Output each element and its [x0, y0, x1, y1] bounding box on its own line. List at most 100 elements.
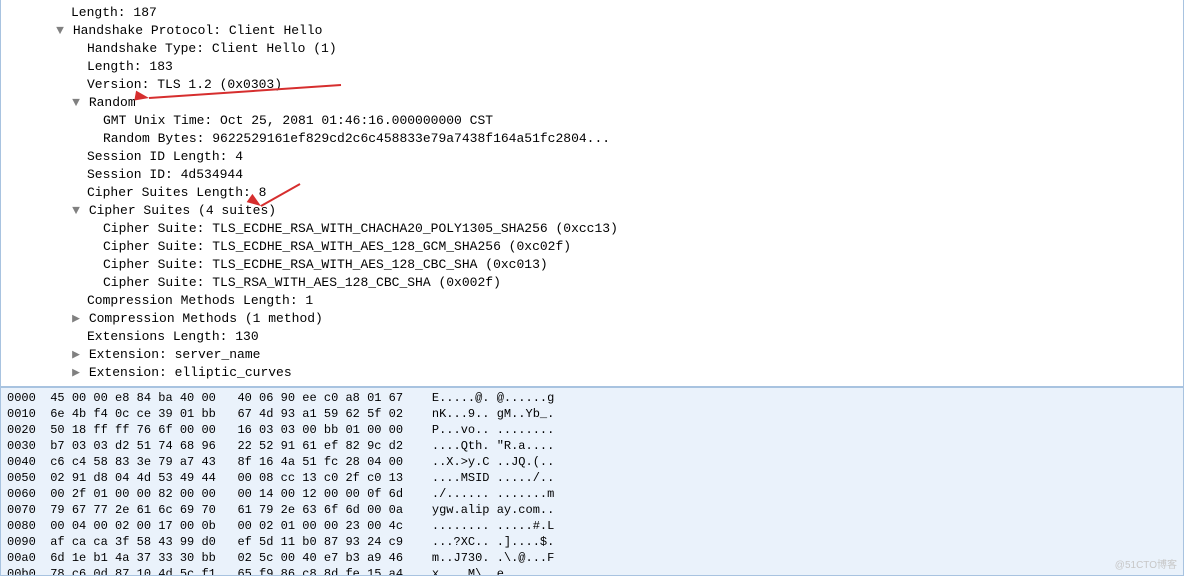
tree-row[interactable]: Length: 183 [1, 58, 1183, 76]
field-handshake-type: Handshake Type: Client Hello (1) [87, 41, 337, 56]
hex-bytes: 79 67 77 2e 61 6c 69 70 61 79 2e 63 6f 6… [50, 503, 410, 517]
field-cipher-suites: Cipher Suites (4 suites) [89, 203, 276, 218]
hex-bytes: b7 03 03 d2 51 74 68 96 22 52 91 61 ef 8… [50, 439, 410, 453]
disclosure-triangle-closed-icon[interactable]: ▶ [71, 364, 81, 382]
hex-ascii: ....MSID ...../.. [432, 471, 554, 485]
hex-offset: 0080 [7, 519, 36, 533]
hex-offset: 0010 [7, 407, 36, 421]
tree-row[interactable]: GMT Unix Time: Oct 25, 2081 01:46:16.000… [1, 112, 1183, 130]
disclosure-triangle-closed-icon[interactable]: ▶ [71, 346, 81, 364]
hex-ascii: x....M\. e....... [432, 567, 554, 576]
hex-ascii: nK...9.. gM..Yb_. [432, 407, 554, 421]
hex-row[interactable]: 0090 af ca ca 3f 58 43 99 d0 ef 5d 11 b0… [1, 534, 1183, 550]
hex-offset: 00b0 [7, 567, 36, 576]
field-random-bytes: Random Bytes: 9622529161ef829cd2c6c45883… [103, 131, 610, 146]
hex-bytes: c6 c4 58 83 3e 79 a7 43 8f 16 4a 51 fc 2… [50, 455, 410, 469]
hex-dump-pane[interactable]: 0000 45 00 00 e8 84 ba 40 00 40 06 90 ee… [1, 388, 1183, 576]
field-extension-elliptic-curves: Extension: elliptic_curves [89, 365, 292, 380]
tree-row[interactable]: Version: TLS 1.2 (0x0303) [1, 76, 1183, 94]
tree-row[interactable]: ▶ Compression Methods (1 method) [1, 310, 1183, 328]
hex-row[interactable]: 00b0 78 c6 0d 87 10 4d 5c f1 65 f9 86 c8… [1, 566, 1183, 576]
tree-row[interactable]: Session ID Length: 4 [1, 148, 1183, 166]
tree-row[interactable]: ▼ Cipher Suites (4 suites) [1, 202, 1183, 220]
field-random: Random [89, 95, 136, 110]
protocol-tree-pane[interactable]: Length: 187 ▼ Handshake Protocol: Client… [1, 0, 1183, 386]
watermark-text: @51CTO博客 [1115, 556, 1177, 571]
hex-bytes: 45 00 00 e8 84 ba 40 00 40 06 90 ee c0 a… [50, 391, 410, 405]
field-session-id: Session ID: 4d534944 [87, 167, 243, 182]
hex-row[interactable]: 0070 79 67 77 2e 61 6c 69 70 61 79 2e 63… [1, 502, 1183, 518]
hex-ascii: ..X.>y.C ..JQ.(.. [432, 455, 554, 469]
packet-details-window: Length: 187 ▼ Handshake Protocol: Client… [0, 0, 1184, 576]
field-cipher-suite: Cipher Suite: TLS_ECDHE_RSA_WITH_CHACHA2… [103, 221, 618, 236]
hex-bytes: 78 c6 0d 87 10 4d 5c f1 65 f9 86 c8 8d f… [50, 567, 410, 576]
hex-ascii: ....Qth. "R.a.... [432, 439, 554, 453]
hex-row[interactable]: 0030 b7 03 03 d2 51 74 68 96 22 52 91 61… [1, 438, 1183, 454]
hex-row[interactable]: 0080 00 04 00 02 00 17 00 0b 00 02 01 00… [1, 518, 1183, 534]
hex-bytes: 50 18 ff ff 76 6f 00 00 16 03 03 00 bb 0… [50, 423, 410, 437]
hex-offset: 0090 [7, 535, 36, 549]
hex-ascii: E.....@. @......g [432, 391, 554, 405]
hex-offset: 0030 [7, 439, 36, 453]
field-cipher-suite: Cipher Suite: TLS_ECDHE_RSA_WITH_AES_128… [103, 239, 571, 254]
hex-bytes: 6d 1e b1 4a 37 33 30 bb 02 5c 00 40 e7 b… [50, 551, 410, 565]
field-compression-methods: Compression Methods (1 method) [89, 311, 323, 326]
tree-row[interactable]: ▼ Handshake Protocol: Client Hello [1, 22, 1183, 40]
disclosure-triangle-closed-icon[interactable]: ▶ [71, 310, 81, 328]
tree-row[interactable]: Cipher Suite: TLS_ECDHE_RSA_WITH_AES_128… [1, 238, 1183, 256]
hex-row[interactable]: 0000 45 00 00 e8 84 ba 40 00 40 06 90 ee… [1, 390, 1183, 406]
tree-row[interactable]: Cipher Suite: TLS_RSA_WITH_AES_128_CBC_S… [1, 274, 1183, 292]
tree-row[interactable]: Random Bytes: 9622529161ef829cd2c6c45883… [1, 130, 1183, 148]
hex-bytes: 00 2f 01 00 00 82 00 00 00 14 00 12 00 0… [50, 487, 410, 501]
tree-row[interactable]: ▼ Random [1, 94, 1183, 112]
field-handshake-length: Length: 183 [87, 59, 173, 74]
field-handshake-protocol: Handshake Protocol: Client Hello [73, 23, 323, 38]
tree-row[interactable]: Compression Methods Length: 1 [1, 292, 1183, 310]
tree-row[interactable]: Cipher Suites Length: 8 [1, 184, 1183, 202]
tree-row[interactable]: Session ID: 4d534944 [1, 166, 1183, 184]
hex-row[interactable]: 0050 02 91 d8 04 4d 53 49 44 00 08 cc 13… [1, 470, 1183, 486]
field-compression-methods-length: Compression Methods Length: 1 [87, 293, 313, 308]
hex-offset: 0070 [7, 503, 36, 517]
field-cipher-suite: Cipher Suite: TLS_ECDHE_RSA_WITH_AES_128… [103, 257, 548, 272]
hex-bytes: af ca ca 3f 58 43 99 d0 ef 5d 11 b0 87 9… [50, 535, 410, 549]
hex-offset: 00a0 [7, 551, 36, 565]
hex-offset: 0060 [7, 487, 36, 501]
hex-row[interactable]: 0060 00 2f 01 00 00 82 00 00 00 14 00 12… [1, 486, 1183, 502]
field-gmt-unix-time: GMT Unix Time: Oct 25, 2081 01:46:16.000… [103, 113, 493, 128]
tree-row[interactable]: Handshake Type: Client Hello (1) [1, 40, 1183, 58]
hex-offset: 0040 [7, 455, 36, 469]
hex-offset: 0020 [7, 423, 36, 437]
field-version: Version: TLS 1.2 (0x0303) [87, 77, 282, 92]
hex-row[interactable]: 0010 6e 4b f4 0c ce 39 01 bb 67 4d 93 a1… [1, 406, 1183, 422]
field-cipher-suites-length: Cipher Suites Length: 8 [87, 185, 266, 200]
hex-bytes: 6e 4b f4 0c ce 39 01 bb 67 4d 93 a1 59 6… [50, 407, 410, 421]
hex-offset: 0050 [7, 471, 36, 485]
tree-row[interactable]: Cipher Suite: TLS_ECDHE_RSA_WITH_AES_128… [1, 256, 1183, 274]
field-extensions-length: Extensions Length: 130 [87, 329, 259, 344]
field-length: Length: 187 [71, 5, 157, 20]
hex-bytes: 00 04 00 02 00 17 00 0b 00 02 01 00 00 2… [50, 519, 410, 533]
disclosure-triangle-open-icon[interactable]: ▼ [71, 94, 81, 112]
hex-bytes: 02 91 d8 04 4d 53 49 44 00 08 cc 13 c0 2… [50, 471, 410, 485]
disclosure-triangle-open-icon[interactable]: ▼ [55, 22, 65, 40]
hex-row[interactable]: 00a0 6d 1e b1 4a 37 33 30 bb 02 5c 00 40… [1, 550, 1183, 566]
tree-row[interactable]: Cipher Suite: TLS_ECDHE_RSA_WITH_CHACHA2… [1, 220, 1183, 238]
tree-row[interactable]: Length: 187 [1, 4, 1183, 22]
hex-ascii: ./...... .......m [432, 487, 554, 501]
tree-row[interactable]: ▶ Extension: elliptic_curves [1, 364, 1183, 382]
hex-row[interactable]: 0020 50 18 ff ff 76 6f 00 00 16 03 03 00… [1, 422, 1183, 438]
disclosure-triangle-open-icon[interactable]: ▼ [71, 202, 81, 220]
hex-offset: 0000 [7, 391, 36, 405]
tree-row[interactable]: Extensions Length: 130 [1, 328, 1183, 346]
hex-ascii: ...?XC.. .]....$. [432, 535, 554, 549]
field-cipher-suite: Cipher Suite: TLS_RSA_WITH_AES_128_CBC_S… [103, 275, 501, 290]
hex-ascii: m..J730. .\.@...F [432, 551, 554, 565]
field-session-id-length: Session ID Length: 4 [87, 149, 243, 164]
hex-ascii: ygw.alip ay.com.. [432, 503, 554, 517]
field-extension-server-name: Extension: server_name [89, 347, 261, 362]
tree-row[interactable]: ▶ Extension: server_name [1, 346, 1183, 364]
hex-ascii: P...vo.. ........ [432, 423, 554, 437]
hex-ascii: ........ .....#.L [432, 519, 554, 533]
hex-row[interactable]: 0040 c6 c4 58 83 3e 79 a7 43 8f 16 4a 51… [1, 454, 1183, 470]
